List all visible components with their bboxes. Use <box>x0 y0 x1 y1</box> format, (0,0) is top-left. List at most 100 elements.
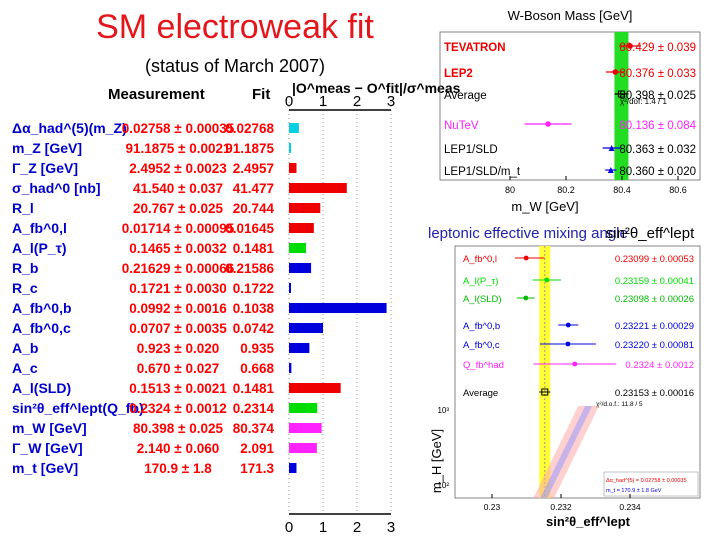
row-fit: 0.1481 <box>233 381 275 396</box>
w-mass-point <box>617 90 625 98</box>
w-mass-label: NuTeV <box>444 120 479 132</box>
row-label: A_l(P_τ) <box>12 240 66 256</box>
sin2-value: 0.23098 ± 0.00026 <box>615 294 694 305</box>
pull-bar <box>289 363 292 373</box>
row-fit: 0.1481 <box>233 241 275 256</box>
w-mass-point <box>545 121 551 127</box>
sin2-legend-entry: Δα_had^(5) = 0.02758 ± 0.00035 <box>606 478 687 484</box>
sin2-value: 0.23221 ± 0.00029 <box>615 321 694 332</box>
pull-bar <box>289 143 291 153</box>
sin2-point <box>523 255 529 261</box>
pull-bar <box>289 223 314 233</box>
row-measurement: 0.0707 ± 0.0035 <box>129 321 227 336</box>
row-measurement: 41.540 ± 0.037 <box>133 181 223 196</box>
row-fit: 0.668 <box>240 361 274 376</box>
sin2-value: 0.23220 ± 0.00081 <box>615 340 694 351</box>
pull-tick-top: 1 <box>319 93 327 110</box>
sin2-label: A_fb^0,l <box>463 254 497 265</box>
row-fit: 80.374 <box>233 421 275 436</box>
w-mass-ticklabel: 80.2 <box>557 185 575 195</box>
pull-bar <box>289 243 306 253</box>
row-measurement: 0.1721 ± 0.0030 <box>129 281 227 296</box>
row-fit: 20.744 <box>233 201 275 216</box>
sin2-ylabel: m_H [GeV] <box>429 429 444 493</box>
sin2-ticklabel: 0.232 <box>550 502 572 512</box>
w-mass-point <box>612 69 619 75</box>
row-label: A_l(SLD) <box>12 380 71 396</box>
pull-bar <box>289 423 322 433</box>
pull-header: |O^meas − O^fit|/σ^meas <box>292 80 461 96</box>
w-mass-label: LEP1/SLD <box>444 144 498 156</box>
pull-tick-top: 2 <box>353 93 361 110</box>
pull-bar <box>289 403 318 413</box>
row-fit: 0.1038 <box>233 301 275 316</box>
row-label: sin²θ_eff^lept(Q_fb) <box>12 400 144 416</box>
row-label: R_b <box>12 260 38 276</box>
row-label: R_l <box>12 200 34 216</box>
row-fit: 0.21586 <box>225 261 274 276</box>
slide-title: SM electroweak fit <box>96 8 374 46</box>
w-mass-title: W-Boson Mass [GeV] <box>508 8 633 23</box>
w-mass-frame <box>439 31 701 181</box>
row-label: Γ_Z [GeV] <box>12 160 78 176</box>
row-label: R_c <box>12 280 38 296</box>
w-mass-label: LEP2 <box>444 68 473 80</box>
row-label: σ_had^0 [nb] <box>12 180 101 196</box>
sin2-label: Q_fb^had <box>463 360 504 371</box>
sin2-chi2: χ²/d.o.f.: 11.8 / 5 <box>596 401 643 408</box>
pull-bar <box>289 123 299 133</box>
pull-bar <box>289 163 297 173</box>
row-measurement: 0.2324 ± 0.0012 <box>129 401 227 416</box>
sin2-ytick: 10³ <box>437 406 449 415</box>
sin2-legend <box>603 471 699 497</box>
fit-header: Fit <box>252 86 271 103</box>
pull-bar <box>289 283 291 293</box>
row-label: A_b <box>12 340 38 356</box>
sin2-value: 0.23159 ± 0.00041 <box>615 276 694 287</box>
sin2-value: 0.2324 ± 0.0012 <box>625 360 694 371</box>
row-measurement: 20.767 ± 0.025 <box>133 201 223 216</box>
row-fit: 91.1875 <box>225 141 274 156</box>
pull-bar <box>289 343 310 353</box>
pull-bar <box>289 463 297 473</box>
sin2-formula: sin²θ_eff^lept <box>606 225 695 242</box>
row-measurement: 0.21629 ± 0.00066 <box>122 261 235 276</box>
pull-tick-top: 3 <box>387 93 395 110</box>
measurement-header: Measurement <box>108 86 205 103</box>
row-label: m_t [GeV] <box>12 460 78 476</box>
row-fit: 2.4957 <box>233 161 274 176</box>
w-mass-ticklabel: 80.6 <box>669 185 687 195</box>
row-fit: 0.02768 <box>225 121 274 136</box>
row-measurement: 91.1875 ± 0.0021 <box>125 141 230 156</box>
sin2-xlabel: sin²θ_eff^lept <box>546 514 631 529</box>
w-mass-point <box>627 43 633 49</box>
row-measurement: 0.923 ± 0.020 <box>137 341 219 356</box>
row-label: m_Z [GeV] <box>12 140 82 156</box>
sin2-label: Average <box>463 388 498 399</box>
row-measurement: 80.398 ± 0.025 <box>133 421 223 436</box>
w-mass-ticklabel: 80 <box>505 185 515 195</box>
sin2-label: A_fb^0,b <box>463 321 500 332</box>
row-label: A_fb^0,b <box>12 300 72 316</box>
pull-table: 0 0 1 1 2 2 3 3 Δα_had^(5)(m_Z)0.02758 ± 0.00035… <box>12 93 395 536</box>
w-mass-chi2: χ²/dof: 1.4 / 1 <box>620 97 667 106</box>
pull-bar <box>289 203 321 213</box>
pull-bar <box>289 443 317 453</box>
w-mass-value: 80.376 ± 0.033 <box>619 68 696 80</box>
row-measurement: 2.140 ± 0.060 <box>137 441 219 456</box>
sin2-label: A_l(SLD) <box>463 294 502 305</box>
sin2-label: A_l(P_τ) <box>463 276 498 287</box>
row-fit: 0.0742 <box>233 321 274 336</box>
slide-subtitle: (status of March 2007) <box>144 56 326 76</box>
row-measurement: 170.9 ± 1.8 <box>144 461 212 476</box>
row-label: Γ_W [GeV] <box>12 440 83 456</box>
sin2-point <box>523 295 529 301</box>
row-fit: 0.1722 <box>233 281 274 296</box>
sin2-value: 0.23153 ± 0.00016 <box>615 388 694 399</box>
pull-tick-bottom: 2 <box>353 519 361 536</box>
row-fit: 2.091 <box>240 441 274 456</box>
pull-bar <box>289 263 312 273</box>
row-measurement: 0.0992 ± 0.0016 <box>129 301 227 316</box>
sin2-value: 0.23099 ± 0.00053 <box>615 254 694 265</box>
row-fit: 0.935 <box>240 341 274 356</box>
